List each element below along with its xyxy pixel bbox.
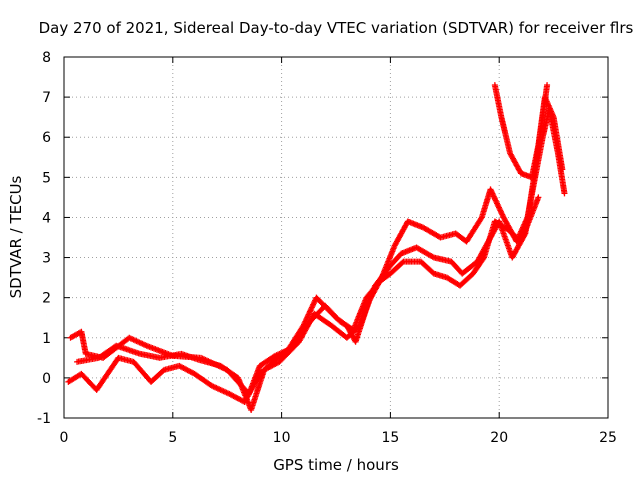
data-point <box>544 82 551 89</box>
data-point <box>561 190 568 197</box>
tick-labels: 0 5 10 15 20 25 -1 0 1 2 3 4 5 6 7 8 <box>37 50 617 446</box>
series-track-4 <box>491 82 566 181</box>
y-tick-label: 7 <box>42 90 51 106</box>
data-point <box>535 194 542 201</box>
series-track-3 <box>65 194 542 405</box>
y-tick-label: 4 <box>42 210 51 226</box>
y-tick-label: 2 <box>42 291 51 307</box>
data-point <box>429 253 436 260</box>
y-tick-label: 0 <box>42 371 51 387</box>
x-axis-label: GPS time / hours <box>273 456 399 474</box>
series-track-2 <box>74 82 551 413</box>
y-tick-label: -1 <box>37 411 51 427</box>
plot-frame <box>63 56 609 419</box>
y-tick-label: 8 <box>42 50 51 66</box>
x-tick-label: 0 <box>60 430 69 446</box>
data-point <box>559 166 566 173</box>
y-tick-label: 1 <box>42 331 51 347</box>
data-point <box>399 259 406 266</box>
y-tick-label: 6 <box>42 130 51 146</box>
x-tick-label: 10 <box>273 430 291 446</box>
y-axis-label: SDTVAR / TECUs <box>7 175 25 298</box>
y-tick-label: 5 <box>42 170 51 186</box>
x-tick-label: 15 <box>381 430 399 446</box>
chart-title: Day 270 of 2021, Sidereal Day-to-day VTE… <box>39 19 634 37</box>
grid <box>64 57 608 418</box>
x-tick-label: 25 <box>599 430 617 446</box>
data-points <box>65 82 568 413</box>
x-tick-label: 20 <box>490 430 508 446</box>
data-point <box>480 255 487 262</box>
y-tick-label: 3 <box>42 251 51 267</box>
x-tick-label: 5 <box>168 430 177 446</box>
data-point <box>477 215 484 222</box>
